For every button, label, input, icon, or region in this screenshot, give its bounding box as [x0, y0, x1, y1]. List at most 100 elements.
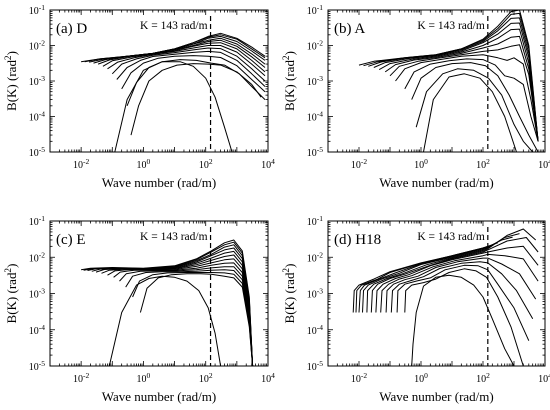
y-axis-title: B(K) (rad2) [282, 264, 297, 324]
x-axis-title: Wave number (rad/m) [379, 389, 493, 404]
y-axis-title-text: B(K) (rad [282, 272, 297, 323]
y-tick-label-base: 10 [29, 253, 39, 264]
x-tick-label: 104 [261, 371, 275, 385]
series-group [81, 32, 266, 152]
y-tick-label: 10-1 [307, 3, 323, 17]
x-tick-label-exponent: 4 [548, 157, 550, 166]
x-tick-label-exponent: -2 [83, 371, 89, 380]
y-tick-label-exponent: -1 [39, 3, 45, 12]
x-tick-label: 102 [199, 371, 213, 385]
series-line-10 [125, 269, 254, 366]
series-line-9 [119, 266, 254, 366]
series-line-6 [102, 42, 266, 73]
y-tick-label: 10-5 [29, 145, 45, 159]
panel-label: (a) D [56, 21, 87, 37]
y-axis-title-text: B(K) (rad [4, 60, 19, 111]
y-tick-label-exponent: -4 [39, 323, 45, 332]
x-tick-label: 100 [137, 157, 151, 171]
x-tick-label-exponent: 2 [209, 157, 213, 166]
y-tick-label: 10-4 [29, 323, 45, 337]
y-tick-label-base: 10 [29, 148, 39, 159]
y-tick-label-base: 10 [307, 362, 317, 373]
series-line-7 [107, 45, 266, 77]
x-tick-label-base: 10 [538, 160, 548, 171]
y-axis-title-text: B(K) (rad [4, 272, 19, 323]
series-line-3 [368, 17, 539, 142]
series-group [81, 239, 254, 366]
x-tick-label-exponent: 2 [209, 371, 213, 380]
x-tick-label: 102 [476, 371, 490, 385]
y-tick-label-base: 10 [29, 42, 39, 53]
x-tick-label-exponent: 4 [271, 157, 275, 166]
y-tick-label-base: 10 [29, 326, 39, 337]
x-tick-label-exponent: -2 [83, 157, 89, 166]
x-tick-label-base: 10 [73, 374, 83, 385]
series-line-12 [404, 268, 524, 366]
y-tick-label-exponent: -1 [317, 214, 323, 223]
x-tick-label-exponent: -2 [361, 371, 367, 380]
x-tick-label-base: 10 [73, 160, 83, 171]
series-line-6 [384, 35, 539, 142]
y-tick-label: 10-2 [307, 250, 323, 264]
series-line-8 [380, 253, 539, 313]
x-tick-label-exponent: 4 [271, 371, 275, 380]
x-tick-label: 100 [414, 371, 428, 385]
panel-label: (c) E [56, 232, 86, 248]
series-line-11 [132, 272, 254, 366]
y-tick-label: 10-1 [29, 214, 45, 228]
y-axis-title-exponent: 2 [282, 268, 292, 273]
series-line-4 [93, 37, 266, 65]
y-tick-label-base: 10 [29, 77, 39, 88]
series-line-7 [107, 258, 254, 366]
y-tick-label: 10-4 [29, 110, 45, 124]
series-line-9 [404, 58, 539, 142]
panel-label: (b) A [334, 21, 365, 37]
y-tick-label: 10-4 [307, 110, 323, 124]
y-tick-label: 10-3 [307, 287, 323, 301]
y-tick-label: 10-5 [307, 359, 323, 373]
x-tick-label-exponent: 0 [147, 157, 151, 166]
y-tick-label-exponent: -5 [317, 359, 323, 368]
x-tick-label-exponent: 0 [424, 371, 428, 380]
series-line-10 [411, 62, 539, 152]
y-tick-label-exponent: -3 [39, 74, 45, 83]
x-tick-label-base: 10 [199, 160, 209, 171]
y-tick-label-base: 10 [307, 42, 317, 53]
y-tick-label: 10-2 [29, 250, 45, 264]
y-tick-label: 10-2 [29, 39, 45, 53]
y-tick-label-base: 10 [307, 77, 317, 88]
y-tick-label-exponent: -5 [39, 145, 45, 154]
series-line-5 [97, 39, 266, 68]
x-tick-label-base: 10 [199, 374, 209, 385]
series-line-12 [423, 73, 517, 152]
x-tick-label: 102 [476, 157, 490, 171]
y-tick-label-exponent: -5 [39, 359, 45, 368]
series-line-13 [108, 275, 222, 366]
y-tick-label-exponent: -2 [317, 39, 323, 48]
series-line-11 [396, 264, 530, 341]
y-tick-label: 10-5 [29, 359, 45, 373]
series-line-2 [83, 241, 254, 366]
y-tick-label-base: 10 [29, 6, 39, 17]
series-line-5 [378, 28, 539, 142]
x-tick-label: 10-2 [351, 157, 367, 171]
y-tick-label-exponent: -2 [39, 250, 45, 259]
series-line-12 [130, 63, 262, 136]
y-tick-label: 10-1 [29, 3, 45, 17]
y-axis-title-text: B(K) (rad [282, 60, 297, 111]
series-line-7 [389, 44, 539, 142]
series-line-12 [139, 273, 254, 366]
y-axis-title-close: ) [282, 51, 297, 55]
y-tick-label-base: 10 [29, 217, 39, 228]
y-tick-label-exponent: -1 [317, 3, 323, 12]
series-line-5 [366, 228, 537, 313]
y-tick-label-base: 10 [307, 148, 317, 159]
y-tick-label-exponent: -4 [317, 110, 323, 119]
x-tick-label-base: 10 [137, 374, 147, 385]
x-tick-label-base: 10 [261, 374, 271, 385]
y-tick-label-base: 10 [307, 113, 317, 124]
series-line-1 [81, 32, 266, 63]
series-line-2 [363, 12, 539, 142]
series-line-7 [375, 245, 539, 313]
